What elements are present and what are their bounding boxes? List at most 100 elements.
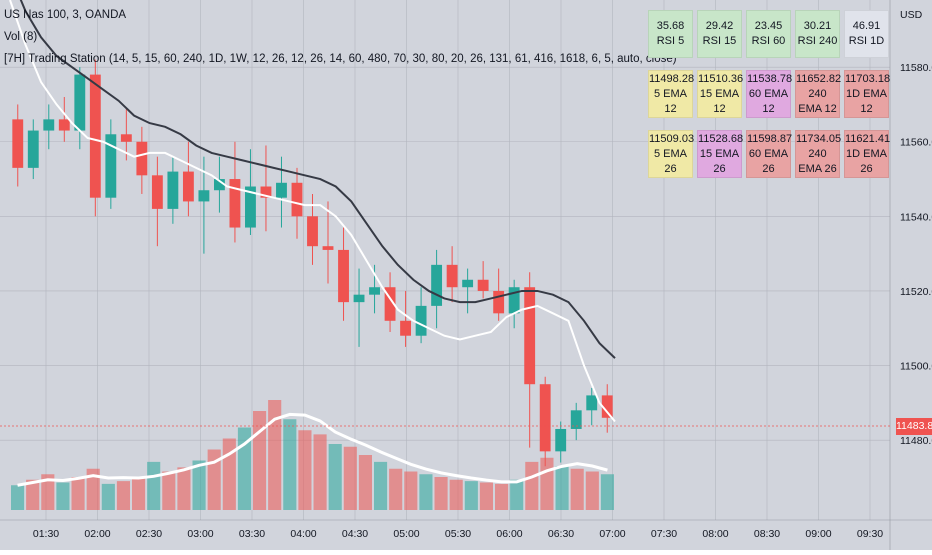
candle-body [276, 182, 287, 198]
indicator-cell: 29.42 RSI 15 [697, 10, 742, 58]
indicator-cell: 11734.05 240 EMA 26 [795, 130, 842, 178]
candle-body [167, 171, 179, 209]
candle-body [105, 134, 117, 198]
candle-body [570, 410, 582, 429]
volume-bar [177, 467, 191, 510]
indicator-label: 240 EMA 26 [798, 147, 837, 175]
volume-bar [495, 483, 509, 510]
candle-body [338, 249, 349, 303]
indicator-label: 5 EMA 26 [653, 147, 687, 175]
volume-bar [71, 477, 85, 510]
indicator-cell: 11703.18 1D EMA 12 [844, 70, 890, 118]
candle-body [462, 279, 474, 288]
indicator-value: 11734.05 [796, 132, 842, 145]
candle-body [291, 182, 303, 217]
candle-body [182, 171, 194, 202]
volume-bar [11, 485, 25, 510]
candle-body [74, 74, 86, 131]
volume-bar [26, 479, 40, 510]
candle-body [198, 190, 210, 202]
volume-bar [268, 400, 282, 510]
indicator-value: 23.45 [754, 20, 783, 32]
candle-body [43, 119, 55, 131]
volume-bar [374, 461, 388, 510]
volume-bar [570, 468, 584, 510]
indicator-cell: 46.91 RSI 1D [844, 10, 889, 58]
candle-body [260, 186, 272, 198]
indicator-value: 30.21 [803, 20, 832, 32]
indicator-value: 11621.41 [845, 132, 891, 145]
candle-body [601, 395, 613, 418]
x-tick-label: 05:00 [393, 528, 419, 540]
candle-body [136, 141, 148, 176]
ema-slow-line [19, 0, 616, 359]
volume-bar [313, 434, 327, 510]
volume-bar [343, 446, 357, 510]
symbol-title[interactable]: US Nas 100, 3, OANDA [4, 9, 127, 21]
indicator-cell: 11509.03 5 EMA 26 [648, 130, 694, 178]
x-tick-label: 04:30 [342, 528, 368, 540]
volume-bar [283, 419, 297, 510]
indicator-value: 29.42 [705, 20, 734, 32]
y-tick-label: 11560.0 [900, 137, 932, 149]
volume-bar [404, 471, 418, 510]
volume-bar [600, 474, 614, 510]
x-tick-label: 02:00 [84, 528, 110, 540]
volume-bar [510, 479, 524, 510]
candle-body [12, 119, 24, 168]
x-tick-label: 07:00 [599, 528, 625, 540]
indicator-label: 240 EMA 12 [798, 87, 837, 115]
candle-body [415, 305, 427, 336]
candle-body [27, 130, 39, 168]
x-tick-label: 01:30 [33, 528, 59, 540]
volume-ma-line [17, 412, 608, 487]
x-tick-label: 03:30 [239, 528, 265, 540]
indicator-cell: 11621.41 1D EMA 26 [844, 130, 891, 178]
candle-body [229, 179, 241, 228]
volume-bar [358, 455, 372, 510]
candle-body [245, 186, 256, 228]
candle-body [555, 428, 567, 452]
candle-body [477, 279, 489, 291]
x-tick-label: 08:30 [754, 528, 780, 540]
indicator-label: 60 EMA 26 [748, 147, 789, 175]
indicator-cell: 11598.87 60 EMA 26 [746, 130, 793, 178]
y-tick-label: 11580.0 [900, 62, 932, 74]
indicator-value: 11528.68 [698, 132, 744, 145]
candle-body [151, 175, 163, 209]
indicator-value: 11498.28 [649, 72, 695, 85]
y-tick-label: 11540.0 [900, 211, 932, 223]
trading-station-indicator-title[interactable]: [7H] Trading Station (14, 5, 15, 60, 240… [4, 53, 677, 65]
last-price-tag: 11483.8 [896, 417, 932, 435]
volume-bar [101, 483, 115, 510]
candle-body [431, 264, 443, 306]
volume-bar [434, 477, 448, 510]
volume-bar [328, 444, 342, 510]
candle-body [58, 119, 70, 131]
indicator-cell: 23.45 RSI 60 [746, 10, 791, 58]
candle-body [353, 294, 365, 303]
volume-bar [389, 468, 403, 510]
ema-fast-line [9, 0, 616, 423]
candle-body [384, 287, 396, 321]
indicator-value: 11510.36 [698, 72, 744, 85]
volume-bar [56, 482, 70, 510]
volume-bar [555, 466, 569, 510]
chart-legend: US Nas 100, 3, OANDA Vol (8) [7H] Tradin… [4, 4, 677, 70]
volume-bar [540, 457, 554, 510]
indicator-value: 11598.87 [747, 132, 793, 145]
volume-indicator-title[interactable]: Vol (8) [4, 31, 38, 43]
x-tick-label: 09:30 [857, 528, 883, 540]
volume-bar [147, 461, 161, 510]
x-tick-label: 06:00 [496, 528, 522, 540]
x-tick-label: 05:30 [445, 528, 471, 540]
indicator-value: 11652.82 [796, 72, 842, 85]
indicator-label: 1D EMA 12 [846, 87, 887, 115]
volume-bar [237, 427, 251, 510]
indicator-cell: 11498.28 5 EMA 12 [648, 70, 695, 118]
candle-body [586, 395, 598, 411]
volume-bar [419, 474, 433, 510]
volume-bar [298, 430, 312, 510]
